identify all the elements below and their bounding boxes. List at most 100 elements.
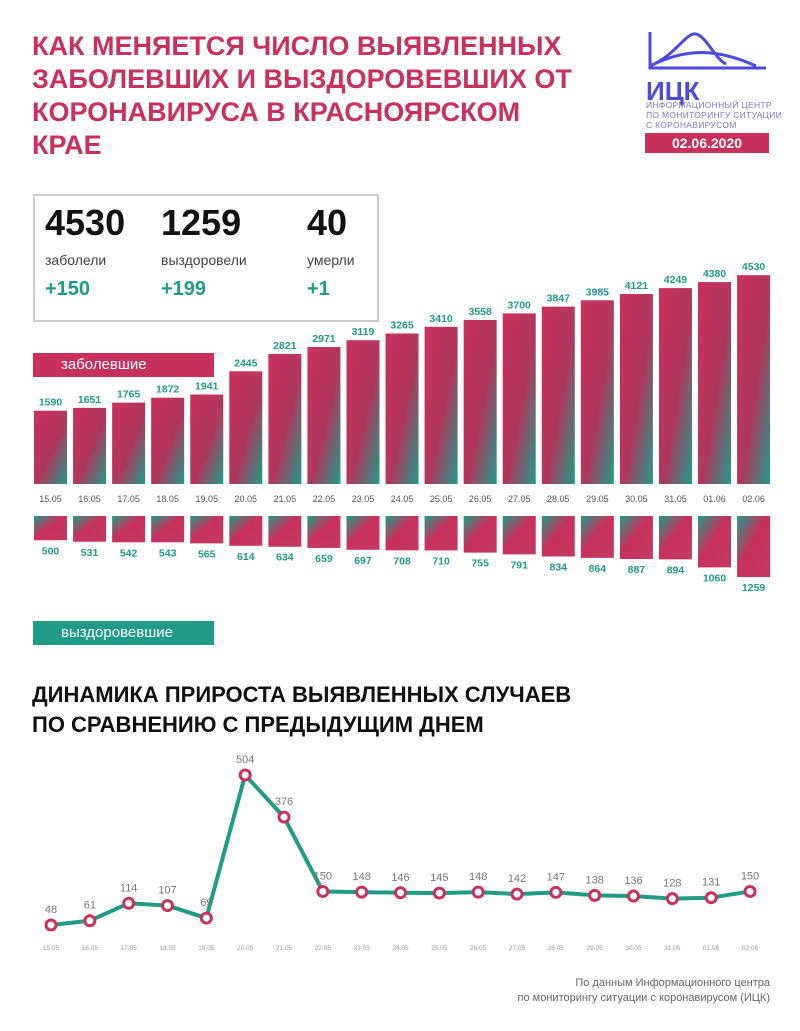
sick-bar xyxy=(541,306,575,484)
line-chart: 48 15.05 61 16.05 114 17.05 107 18.05 69 19.05 504… xyxy=(43,754,759,950)
point-value-label: 145 xyxy=(430,872,448,884)
date-tick-label: 22.05 xyxy=(315,945,332,950)
recovered-value-label: 565 xyxy=(198,548,216,560)
date-tick-label: 15.05 xyxy=(43,945,60,950)
recovered-label: выздоровевшие xyxy=(33,621,214,645)
sick-value-label: 3847 xyxy=(547,293,571,305)
sick-bar xyxy=(73,407,107,484)
stat-delta: +1 xyxy=(307,278,330,300)
recovered-bar xyxy=(385,516,419,551)
line-point xyxy=(161,899,174,913)
recovered-bar xyxy=(307,516,341,548)
recovered-value-label: 864 xyxy=(589,563,607,575)
date-tick-label: 15.05 xyxy=(39,494,62,504)
line-point xyxy=(432,886,446,900)
line-point xyxy=(277,810,291,824)
point-value-label: 146 xyxy=(391,872,409,884)
point-value-label: 107 xyxy=(158,885,176,897)
recovered-value-label: 791 xyxy=(510,559,528,571)
sick-value-label: 2971 xyxy=(312,333,336,345)
date-tick-label: 29.05 xyxy=(587,945,604,950)
sick-bar xyxy=(658,288,692,484)
sick-value-label: 2445 xyxy=(234,357,258,369)
date-tick-label: 28.05 xyxy=(548,945,565,950)
sick-value-label: 1765 xyxy=(117,389,141,401)
date-tick-label: 21.05 xyxy=(276,945,293,950)
point-value-label: 61 xyxy=(84,900,96,912)
line-point xyxy=(316,884,330,898)
sick-value-label: 3700 xyxy=(508,299,532,311)
recovered-bar xyxy=(229,516,263,546)
recovered-value-label: 887 xyxy=(628,564,646,576)
line-point xyxy=(743,884,757,898)
stat-delta: +199 xyxy=(161,278,207,300)
date-tick-label: 29.05 xyxy=(586,494,609,504)
date-tick-label: 26.05 xyxy=(470,945,487,950)
date-tick-label: 21.05 xyxy=(274,494,297,504)
recovered-value-label: 542 xyxy=(120,547,138,559)
recovered-bar xyxy=(658,516,692,560)
sick-value-label: 4530 xyxy=(742,261,766,273)
sick-value-label: 4380 xyxy=(703,268,727,280)
recovered-value-label: 1060 xyxy=(703,572,727,584)
sick-value-label: 3265 xyxy=(390,319,414,331)
point-value-label: 138 xyxy=(585,874,603,886)
date-tick-label: 31.05 xyxy=(664,494,687,504)
sick-bar xyxy=(737,275,771,484)
date-tick-label: 18.05 xyxy=(159,945,176,950)
recovered-bar xyxy=(151,516,185,543)
date-tick-label: 17.05 xyxy=(121,945,138,950)
date-tick-label: 19.05 xyxy=(198,945,215,950)
sick-bar xyxy=(619,294,653,484)
date-tick-label: 27.05 xyxy=(509,945,526,950)
point-value-label: 128 xyxy=(663,878,681,890)
sick-bar xyxy=(307,347,341,484)
point-value-label: 376 xyxy=(275,796,293,808)
line-point xyxy=(44,918,58,932)
line-point xyxy=(588,888,602,902)
recovered-bar xyxy=(112,516,146,543)
recovered-bar xyxy=(424,516,458,551)
point-value-label: 150 xyxy=(741,870,759,882)
stat-label: выздоровели xyxy=(161,252,247,268)
bar-charts: 1590 15.05 1651 16.05 1765 17.05 1872 18.05 1941… xyxy=(34,261,771,594)
recovered-bar xyxy=(580,516,614,558)
date-tick-label: 24.05 xyxy=(391,494,414,504)
recovered-bar xyxy=(541,516,575,557)
line-point xyxy=(199,911,213,925)
date-tick-label: 25.05 xyxy=(430,494,453,504)
date-tick-label: 02.06 xyxy=(742,494,765,504)
stat-label: умерли xyxy=(307,252,355,268)
stat-sick: 4530 заболели +150 xyxy=(45,202,125,301)
stat-recovered: 1259 выздоровели +199 xyxy=(161,202,247,301)
date-tick-label: 01.06 xyxy=(703,494,726,504)
sick-value-label: 2821 xyxy=(273,340,297,352)
stat-deaths: 40 умерли +1 xyxy=(307,202,355,301)
stat-value: 1259 xyxy=(161,202,242,243)
point-value-label: 147 xyxy=(547,871,565,883)
date-tick-label: 30.05 xyxy=(625,494,648,504)
sick-value-label: 4121 xyxy=(625,280,649,292)
sick-value-label: 3410 xyxy=(429,313,453,325)
line-point xyxy=(549,885,563,899)
recovered-value-label: 531 xyxy=(81,547,99,559)
sick-bar xyxy=(424,326,458,484)
line-point xyxy=(665,892,679,906)
point-value-label: 148 xyxy=(352,871,370,883)
date-tick-label: 25.05 xyxy=(431,945,448,950)
recovered-value-label: 894 xyxy=(667,564,685,576)
recovered-bar xyxy=(619,516,653,560)
recovered-value-label: 614 xyxy=(237,551,255,563)
recovered-value-label: 1259 xyxy=(742,582,766,594)
sick-bar xyxy=(112,402,146,484)
line-point xyxy=(238,768,252,782)
date-tick-label: 22.05 xyxy=(313,494,336,504)
line-point xyxy=(122,896,136,910)
line-point xyxy=(704,891,718,905)
line-point xyxy=(471,885,485,899)
recovered-bar xyxy=(463,516,497,553)
stat-delta: +150 xyxy=(45,278,91,300)
line-point xyxy=(394,886,407,900)
sick-label: заболевшие xyxy=(33,353,214,377)
line-point xyxy=(83,914,97,928)
